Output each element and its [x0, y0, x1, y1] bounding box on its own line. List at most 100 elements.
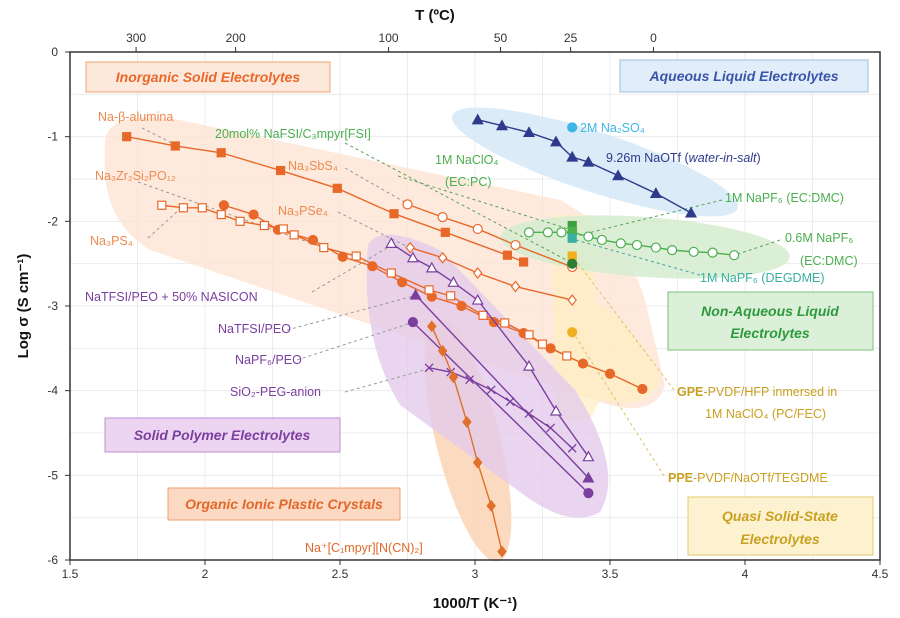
data-point [405, 241, 415, 254]
y-tick-label: -2 [47, 214, 58, 228]
data-point [549, 135, 563, 147]
leader-beta [141, 127, 179, 147]
label-na2so4: 2M Na₂SO₄ [580, 121, 645, 135]
data-point [170, 141, 180, 151]
data-point [631, 239, 643, 251]
label-beta-alumina: Na-β-alumina [98, 110, 173, 124]
label-na3ps4: Na₃PS₄ [90, 234, 133, 248]
top-tick-label: 0 [650, 31, 657, 45]
data-point [562, 351, 572, 361]
label-fsi: 20mol% NaFSI/C₃mpyr[FSI] [215, 127, 371, 141]
leader-pf6peo [296, 322, 412, 361]
series [523, 227, 740, 261]
data-point [259, 220, 269, 231]
label-na3pse4: Na₃PSe₄ [278, 204, 328, 218]
series [157, 200, 572, 361]
series [385, 237, 595, 462]
data-point [278, 224, 288, 234]
region-label-inorganic: Inorganic Solid Electrolytes [85, 61, 331, 93]
leader-nps [147, 208, 181, 239]
data-point [216, 209, 226, 220]
leader-pf606 [734, 239, 781, 256]
top-tick-label: 100 [379, 31, 399, 45]
data-point [472, 223, 483, 235]
data-point [505, 397, 515, 407]
series [409, 288, 595, 483]
data-point [409, 288, 422, 300]
top-tick-label: 200 [226, 31, 246, 45]
data-point [567, 122, 578, 133]
data-point [406, 251, 419, 263]
data-point [684, 206, 698, 218]
leader-tfsipeo [286, 295, 415, 331]
data-point [637, 383, 648, 395]
data-point [437, 344, 448, 357]
series-line [415, 294, 589, 479]
data-point [446, 291, 456, 301]
leader-sio2 [344, 368, 429, 393]
data-point [478, 310, 488, 320]
data-point [319, 242, 329, 253]
y-tick-label: -6 [47, 553, 58, 567]
data-point [688, 246, 699, 257]
data-point [178, 203, 188, 213]
y-tick-label: -5 [47, 468, 58, 482]
data-point [407, 316, 418, 328]
label-natfsi-peo: NaTFSI/PEO [218, 322, 291, 336]
data-point [518, 257, 529, 267]
series [122, 132, 529, 267]
data-point [448, 371, 459, 384]
data-point [235, 216, 245, 226]
data-point [522, 359, 536, 371]
data-point [157, 200, 167, 210]
x-tick-label: 2.5 [332, 567, 349, 581]
data-point [216, 148, 226, 158]
data-point [425, 261, 438, 273]
data-point [510, 280, 521, 293]
data-point [583, 231, 594, 242]
region-aqueous-shade [452, 107, 738, 217]
data-point [462, 416, 472, 428]
data-point [472, 267, 483, 279]
data-point [522, 126, 536, 138]
data-point [440, 227, 450, 237]
data-point [666, 245, 678, 256]
data-point [389, 209, 399, 219]
data-point [567, 294, 577, 307]
data-point [276, 165, 286, 176]
data-point [424, 363, 434, 373]
data-point [650, 242, 662, 253]
data-point [495, 119, 509, 131]
region-label-quasi: Quasi Solid-State Electrolytes [687, 496, 874, 556]
region-title: Electrolytes [740, 531, 820, 547]
data-point [729, 250, 740, 261]
data-point [472, 456, 483, 469]
data-point [424, 285, 434, 295]
label-gpe-line2: 1M NaClO₄ (PC/FEC) [705, 407, 826, 421]
region-label-oipc: Organic Ionic Plastic Crystals [167, 487, 401, 521]
data-point [566, 150, 579, 162]
label-degdme: 1M NaPF₆ (DEGDME) [700, 271, 825, 285]
label-nzsp: Na₃Zr₂Si₂PO₁₂ [95, 169, 176, 183]
label-oipc: Na⁺[C₁mpyr][N(CN)₂] [305, 541, 423, 555]
label-gpe: GPE-PVDF/HFP inmersed in [677, 385, 837, 399]
data-point [567, 443, 577, 453]
series [402, 199, 578, 273]
data-point [197, 203, 207, 213]
data-point [386, 268, 396, 278]
x-tick-label: 4 [742, 567, 749, 581]
x-tick-label: 4.5 [872, 567, 889, 581]
data-point [385, 237, 398, 248]
series-labels: Na-β-alumina Na₃Zr₂Si₂PO₁₂ Na₃PS₄ Na₃SbS… [85, 110, 858, 555]
series [567, 233, 577, 243]
label-naclo4: 1M NaClO₄ [435, 153, 498, 167]
data-point [707, 247, 718, 258]
data-point [524, 409, 534, 418]
y-tick-label: -1 [47, 130, 58, 144]
label-06m-solvent: (EC:DMC) [800, 254, 858, 268]
data-point [537, 339, 548, 349]
data-point [556, 227, 567, 238]
data-point [248, 209, 259, 220]
data-point [437, 251, 448, 264]
